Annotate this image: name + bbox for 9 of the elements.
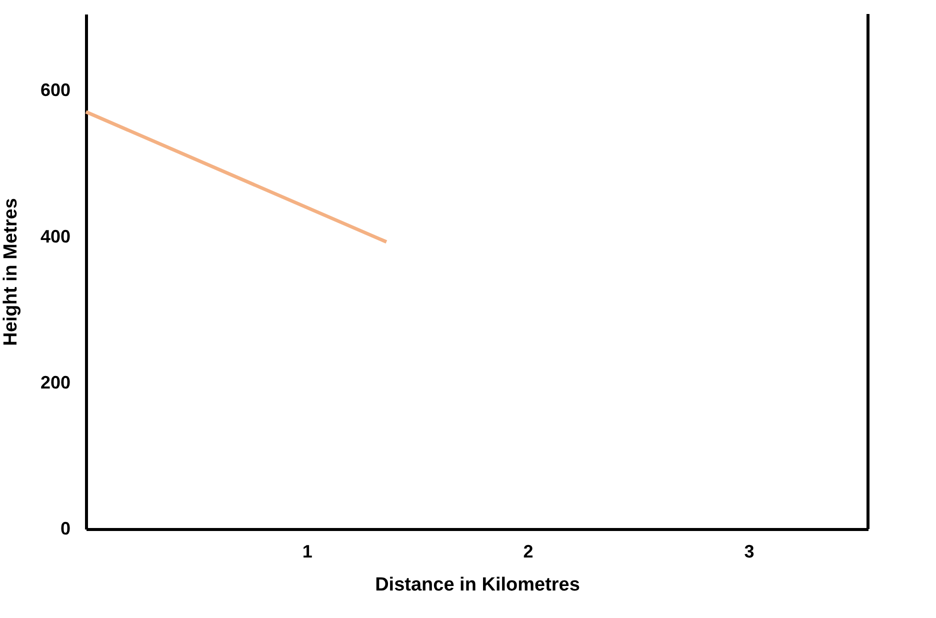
y-tick-label: 600 — [40, 80, 70, 100]
y-tick-label: 0 — [60, 518, 70, 538]
y-tick-label: 200 — [40, 372, 70, 392]
x-tick-label: 2 — [523, 542, 534, 562]
x-axis-title: Distance in Kilometres — [375, 574, 580, 596]
x-tick-label: 3 — [744, 542, 754, 562]
x-tick-label: 1 — [302, 542, 312, 562]
y-axis-title: Height in Metres — [0, 198, 22, 346]
y-tick-label: 400 — [40, 226, 70, 246]
